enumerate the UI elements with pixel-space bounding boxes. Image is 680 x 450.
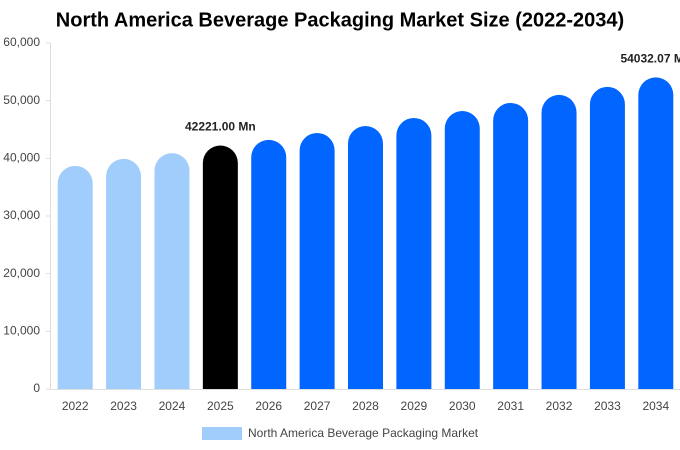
bar (154, 153, 190, 389)
x-tick-label: 2033 (594, 399, 621, 413)
x-tick-label: 2034 (642, 399, 669, 413)
chart-title: North America Beverage Packaging Market … (56, 9, 624, 31)
bar (493, 102, 529, 389)
x-tick-label: 2031 (497, 399, 524, 413)
y-tick-label: 60,000 (3, 35, 40, 49)
x-tick-label: 2029 (401, 399, 428, 413)
value-label: 54032.07 Mn (620, 52, 680, 66)
x-tick-label: 2025 (207, 399, 234, 413)
bar (541, 94, 577, 390)
x-tick-label: 2026 (255, 399, 282, 413)
x-tick-label: 2030 (449, 399, 476, 413)
bar (299, 132, 335, 389)
y-tick-label: 0 (33, 381, 40, 395)
x-tick-label: 2027 (304, 399, 331, 413)
y-tick-label: 10,000 (3, 324, 40, 338)
y-tick-label: 20,000 (3, 266, 40, 280)
bar (106, 158, 142, 389)
bar (396, 117, 432, 389)
x-tick-label: 2032 (546, 399, 573, 413)
x-tick-label: 2022 (62, 399, 89, 413)
bar (57, 165, 93, 389)
y-tick-label: 50,000 (3, 93, 40, 107)
y-tick-label: 30,000 (3, 208, 40, 222)
bar (348, 126, 383, 389)
x-tick-label: 2023 (110, 399, 137, 413)
bar (444, 111, 480, 389)
x-tick-label: 2024 (159, 399, 186, 413)
bar (202, 145, 238, 389)
bar (251, 139, 287, 389)
bar (638, 77, 674, 389)
legend-label: North America Beverage Packaging Market (248, 426, 479, 440)
x-tick-label: 2028 (352, 399, 379, 413)
y-tick-label: 40,000 (3, 151, 40, 165)
value-label: 42221.00 Mn (185, 120, 256, 134)
legend-swatch (202, 427, 242, 440)
bar (589, 86, 625, 390)
